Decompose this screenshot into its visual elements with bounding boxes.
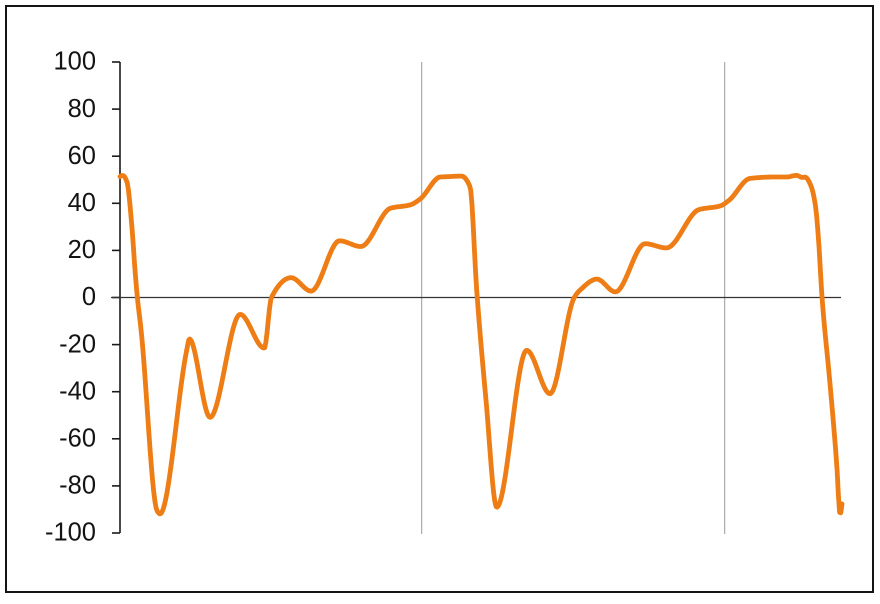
svg-text:0: 0 [82,283,96,311]
svg-text:-20: -20 [59,330,96,358]
svg-text:80: 80 [68,95,96,123]
svg-text:-80: -80 [59,472,96,500]
svg-text:100: 100 [53,48,96,76]
svg-text:-40: -40 [59,377,96,405]
svg-text:40: 40 [68,189,96,217]
svg-text:-60: -60 [59,425,96,453]
svg-text:-100: -100 [45,519,96,547]
svg-text:60: 60 [68,142,96,170]
svg-text:20: 20 [68,236,96,264]
